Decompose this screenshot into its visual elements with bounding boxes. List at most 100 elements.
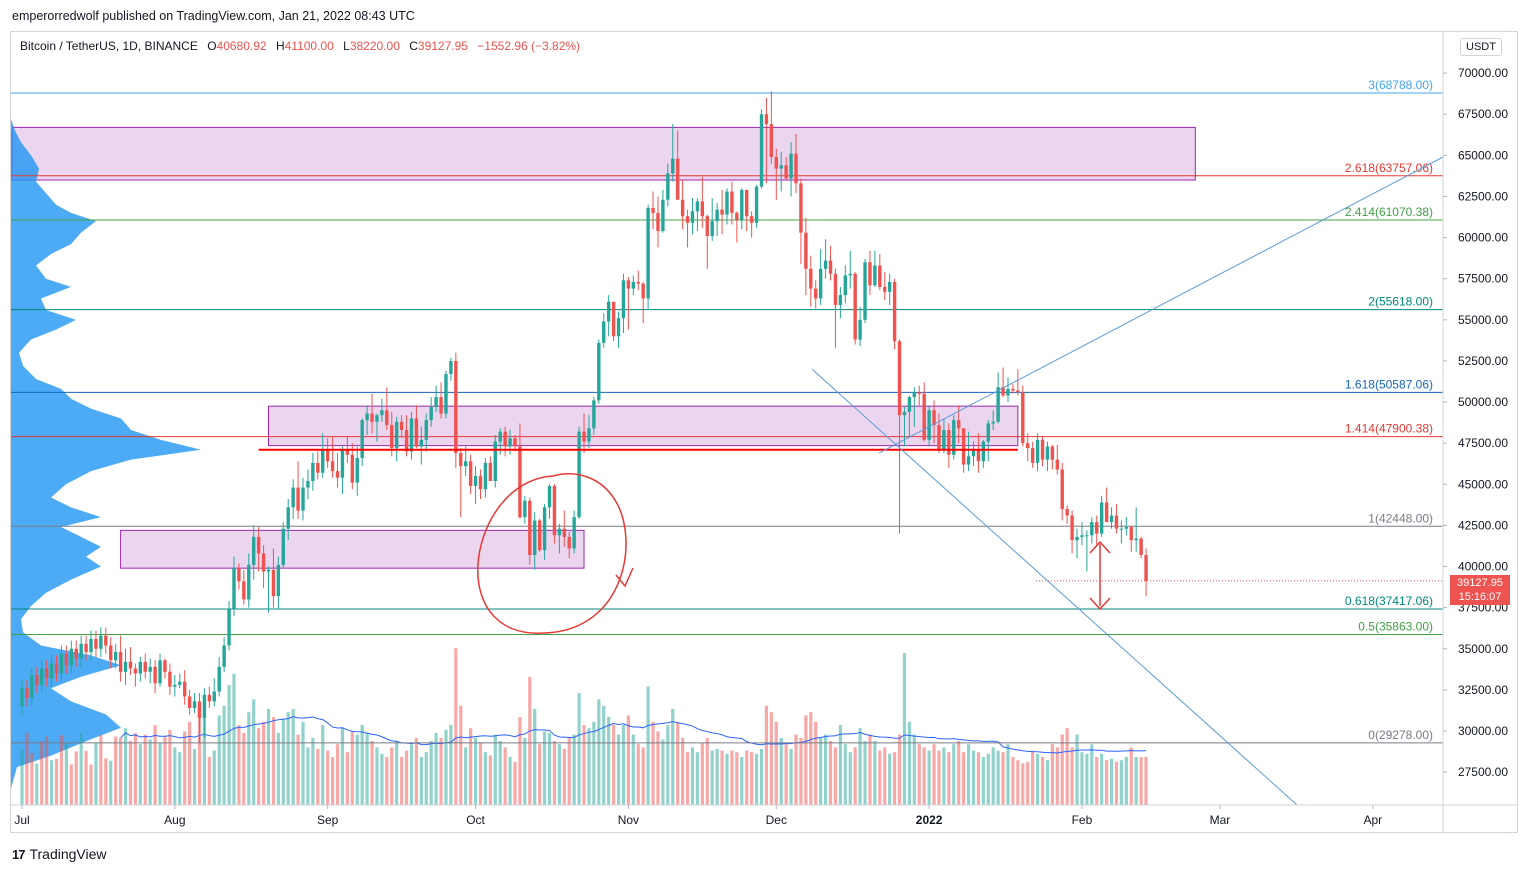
candle-body [459,453,463,467]
low-value: 38220.00 [349,39,400,53]
candle-body [123,661,128,672]
low-label: L [343,39,350,53]
volume-bar [335,744,340,805]
volume-bar [809,712,813,805]
volume-bar [552,741,557,805]
candle-body [902,411,907,416]
candle-body [153,666,157,684]
candle-body [853,273,857,340]
volume-bar [99,734,103,805]
volume-bar [400,757,404,805]
candle-body [202,694,207,718]
volume-bar [79,733,83,805]
volume-bar [695,752,700,805]
candle-body [375,415,379,422]
candle-body [887,281,892,292]
volume-bar [912,734,916,805]
candle-body [173,684,177,687]
candle-body [340,449,345,478]
volume-bar [454,648,458,805]
volume-bar [252,699,256,805]
fib-label: 0.618(37417.06) [1345,594,1433,608]
candle-body [1139,538,1143,556]
zone-rect [120,529,585,569]
candle-body [991,421,995,424]
price-tick-label: 47500.00 [1458,436,1508,450]
volume-bar [40,741,44,805]
volume-bar [119,737,123,805]
price-tick-label: 32500.00 [1458,683,1508,697]
candle-body [764,114,769,125]
change-value: −1552.96 (−3.82%) [477,39,581,53]
time-tick-label: Mar [1210,813,1231,827]
candle-body [784,165,788,179]
candle-body [281,528,285,565]
volume-bar [114,736,118,805]
volume-bar [868,734,872,805]
candle-body [1114,515,1119,529]
candle-body [636,281,640,284]
price-axis: 70000.00 67500.00 65000.00 62500.00 60000.00… [1442,32,1508,833]
candle-body [907,397,912,412]
candle-body [1055,459,1059,470]
tradingview-brand[interactable]: 17 TradingView [12,846,107,862]
candle-body [74,648,78,659]
candle-body [745,189,749,217]
candle-body [966,456,971,465]
volume-bar [730,750,734,805]
price-tick-label: 60000.00 [1458,231,1508,245]
volume-bar [217,715,221,805]
volume-bar [365,733,369,805]
candle-body [814,288,818,299]
candle-body [651,207,655,213]
price-tick-label: 57500.00 [1458,272,1508,286]
volume-bar [1070,747,1074,805]
volume-bar [523,737,527,805]
candle-body [330,461,335,472]
time-tick-label: Jul [14,813,29,827]
candle-body [1070,515,1074,541]
candle-body [355,457,359,483]
candle-body [1016,390,1020,393]
currency-button[interactable]: USDT [1460,38,1502,56]
volume-bar [409,744,414,805]
candle-body [237,568,241,582]
candle-body [828,260,833,274]
volume-bar [94,743,98,805]
volume-bar [947,752,951,805]
time-tick-label: Sep [317,813,339,827]
volume-bar [621,725,626,805]
volume-bar [942,747,946,805]
volume-bar [597,699,601,805]
volume-profile-shape [11,119,201,789]
volume-bar [1055,747,1059,805]
candle-body [774,156,778,169]
volume-bar [661,739,665,805]
candle-body [922,393,926,440]
candle-body [79,643,83,659]
candle-body [261,553,266,572]
volume-bar [1124,757,1128,805]
candle-body [1095,522,1099,534]
candle-body [1001,387,1005,396]
volume-bar [1035,753,1040,805]
volume-bar [685,752,690,805]
candle-body [567,536,571,549]
volume-bar [237,725,241,805]
volume-bar [533,709,537,805]
candle-body [1090,522,1094,536]
candle-body [242,581,246,600]
candle-body [1060,469,1064,509]
volume-bar [666,725,670,805]
volume-bar [227,685,231,805]
volume-bar [207,757,211,805]
candle-body [1006,388,1010,396]
volume-bar [794,734,798,805]
volume-bar [878,750,882,805]
candle-body [256,536,261,554]
volume-bar [779,737,783,805]
volume-bar [178,752,182,805]
volume-bar [473,737,478,805]
candle-body [666,173,670,200]
